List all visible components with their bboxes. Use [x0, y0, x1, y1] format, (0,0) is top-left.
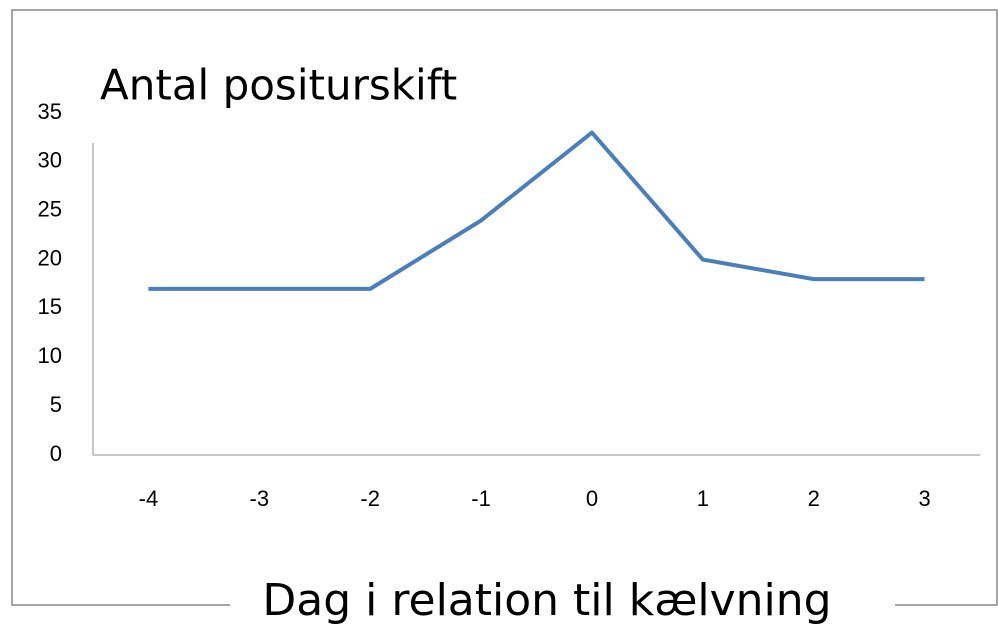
y-tick-label: 30 — [38, 148, 62, 173]
y-tick-label: 20 — [38, 245, 62, 270]
y-tick-label: 5 — [50, 392, 62, 417]
y-tick-label: 10 — [38, 343, 62, 368]
x-tick-label: 0 — [586, 486, 598, 511]
x-tick-label: -2 — [360, 486, 380, 511]
x-tick-label: -1 — [471, 486, 491, 511]
y-tick-label: 35 — [38, 99, 62, 124]
line-series — [148, 130, 925, 291]
x-tick-label: 2 — [808, 486, 820, 511]
frame — [11, 9, 998, 606]
x-tick-label: 1 — [697, 486, 709, 511]
chart-title: Antal positurskift — [100, 61, 457, 110]
x-tick-label: -3 — [250, 486, 270, 511]
y-tick-label: 15 — [38, 294, 62, 319]
x-tick-label: -4 — [139, 486, 159, 511]
y-tick-label: 0 — [50, 441, 62, 466]
x-axis-label: Dag i relation til kælvning — [262, 575, 831, 626]
y-tick-label: 25 — [38, 197, 62, 222]
x-tick-label: 3 — [918, 486, 930, 511]
